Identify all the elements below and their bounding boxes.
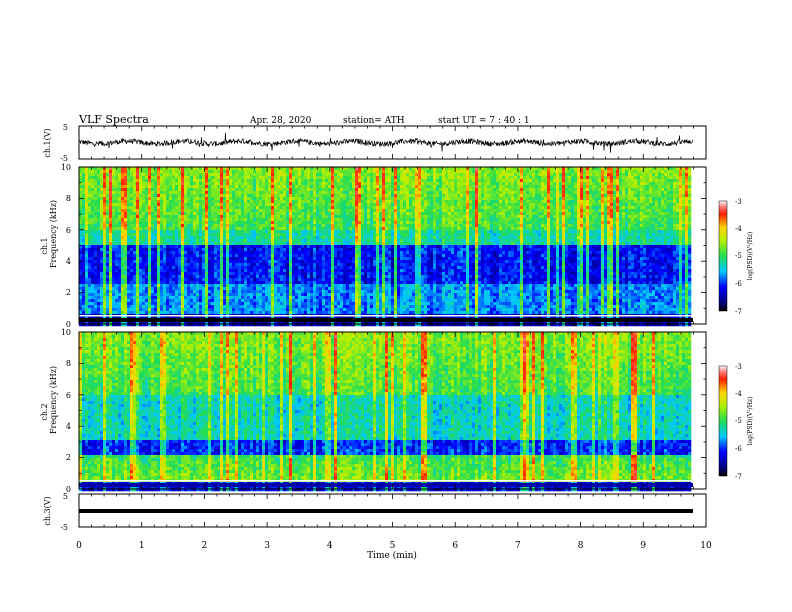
ch3-waveform-trace [79, 509, 693, 513]
ch2-ytick-10: 10 [61, 328, 71, 337]
ch2-colorbar-gradient [718, 365, 728, 477]
figure-title: VLF Spectra [78, 113, 149, 126]
time-axis-tick-label: 0 [76, 541, 82, 551]
ch1-cbar-tick-m4: -4 [735, 225, 742, 233]
ch1-cbar-tick-m5: -5 [735, 252, 742, 260]
time-axis-tick-labels: 0 1 2 3 4 5 6 7 8 9 10 [76, 541, 712, 551]
time-axis-tick-label: 3 [264, 541, 270, 551]
ch1-ytick-2: 2 [66, 288, 71, 297]
time-axis-tick-label: 1 [139, 541, 145, 551]
ch1-waveform-trace [78, 132, 694, 153]
station-label: station= ATH [343, 116, 405, 126]
ch1-ytick--5: -5 [60, 154, 68, 163]
ch2-cbar-label: log(PSD)(V²/Hz) [747, 397, 754, 446]
time-axis-tick-label: 2 [202, 541, 208, 551]
ch1-cbar-tick-m6: -6 [735, 280, 742, 288]
start-ut-label: start UT = 7 : 40 : 1 [438, 116, 530, 126]
ch2-spectrogram-panel: 0 2 4 6 8 10 ch.2 Frequency (kHz) [40, 328, 707, 494]
ch3-ytick--5: -5 [60, 523, 68, 532]
ch2-cbar-tick-m5: -5 [735, 417, 742, 425]
ch1-spec-ylabel: Frequency (kHz) [49, 200, 58, 268]
ch2-colorbar: -3 -4 -5 -6 -7 log(PSD)(V²/Hz) [718, 363, 754, 481]
ch2-cbar-tick-m7: -7 [735, 473, 742, 481]
ch3-ylabel: ch.3(V) [43, 496, 52, 525]
ch2-cbar-tick-m3: -3 [735, 363, 742, 371]
time-axis-tick-label: 7 [515, 541, 521, 551]
ch1-ytick-10: 10 [61, 163, 71, 172]
time-axis-tick-label: 6 [452, 541, 458, 551]
ch1-cbar-tick-m3: -3 [735, 198, 742, 206]
ch1-cbar-tick-m7: -7 [735, 308, 742, 316]
ch2-cbar-tick-m6: -6 [735, 445, 742, 453]
ch2-freq-ticks: 0 2 4 6 8 10 [61, 328, 71, 494]
ch1-ytick-4: 4 [66, 257, 71, 266]
ch1-colorbar: -3 -4 -5 -6 -7 log(PSD)(V²/Hz) [718, 198, 754, 316]
ch2-ytick-6: 6 [66, 391, 71, 400]
ch1-waveform-panel: 5 -5 ch.1(V) [43, 123, 707, 163]
ch2-ytick-2: 2 [66, 453, 71, 462]
time-axis-tick-label: 9 [640, 541, 646, 551]
ch2-ytick-8: 8 [66, 359, 71, 368]
time-axis-ticks [78, 126, 707, 527]
ch1-ylabel: ch.1(V) [43, 128, 52, 157]
time-axis-tick-label: 8 [578, 541, 584, 551]
ch1-ytick-5: 5 [63, 123, 68, 132]
ch2-cbar-tick-m4: -4 [735, 390, 742, 398]
ch1-spec-channel-label: ch.1 [40, 237, 49, 254]
date-label: Apr. 28, 2020 [249, 116, 312, 126]
ch2-ytick-0: 0 [66, 485, 71, 494]
ch3-waveform-panel: 5 -5 ch.3(V) [43, 492, 707, 532]
ch1-ytick-8: 8 [66, 194, 71, 203]
ch1-spectrogram-image [79, 167, 706, 327]
ch1-ytick-0: 0 [66, 320, 71, 329]
ch1-cbar-label: log(PSD)(V²/Hz) [747, 232, 754, 281]
time-axis-tick-label: 5 [390, 541, 396, 551]
time-axis-label: Time (min) [367, 550, 417, 561]
ch1-colorbar-gradient [718, 200, 728, 312]
ch2-spec-ylabel: Frequency (kHz) [49, 366, 58, 434]
ch1-spectrogram-panel: 0 2 4 6 8 10 ch.1 Frequency (kHz) [40, 163, 707, 329]
ch3-ytick-5: 5 [63, 492, 68, 501]
ch2-spectrogram-image [79, 332, 706, 492]
time-axis-tick-label: 4 [327, 541, 333, 551]
ch1-ytick-6: 6 [66, 226, 71, 235]
ch2-spec-channel-label: ch.2 [40, 403, 49, 420]
time-axis-tick-label: 10 [700, 541, 712, 551]
ch2-ytick-4: 4 [66, 422, 71, 431]
ch1-freq-ticks: 0 2 4 6 8 10 [61, 163, 71, 329]
